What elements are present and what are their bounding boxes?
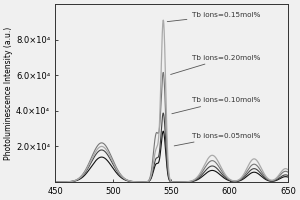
Y-axis label: Photoluminescence Intensity (a.u.): Photoluminescence Intensity (a.u.) bbox=[4, 26, 13, 160]
Text: Tb ions=0.10mol%: Tb ions=0.10mol% bbox=[172, 97, 261, 114]
Text: Tb ions=0.15mol%: Tb ions=0.15mol% bbox=[167, 12, 261, 22]
Text: Tb ions=0.20mol%: Tb ions=0.20mol% bbox=[171, 55, 261, 74]
Text: Tb ions=0.05mol%: Tb ions=0.05mol% bbox=[174, 133, 261, 146]
